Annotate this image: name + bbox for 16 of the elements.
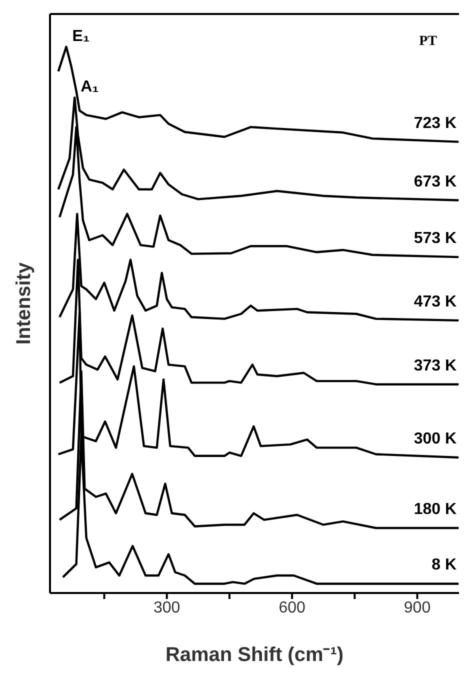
- y-axis-title: Intensity: [13, 262, 36, 345]
- annotation: A₁: [80, 78, 100, 96]
- series-label: 573 K: [414, 230, 458, 248]
- series-label: 300 K: [414, 430, 458, 448]
- annotation: PT: [419, 34, 437, 50]
- x-tick-label: 900: [404, 599, 431, 616]
- x-axis-title: Raman Shift (cm⁻¹): [165, 644, 344, 666]
- x-tick-label: 300: [154, 599, 180, 616]
- series-label: 373 K: [414, 357, 458, 374]
- series-label: 473 K: [414, 293, 458, 310]
- series-label: 723 K: [414, 114, 458, 132]
- annotation: E₁: [72, 28, 90, 45]
- series-label: 180 K: [414, 501, 458, 518]
- series-label: 673 K: [414, 173, 458, 190]
- series-label: 8 K: [432, 556, 458, 574]
- x-tick-label: 600: [278, 599, 306, 616]
